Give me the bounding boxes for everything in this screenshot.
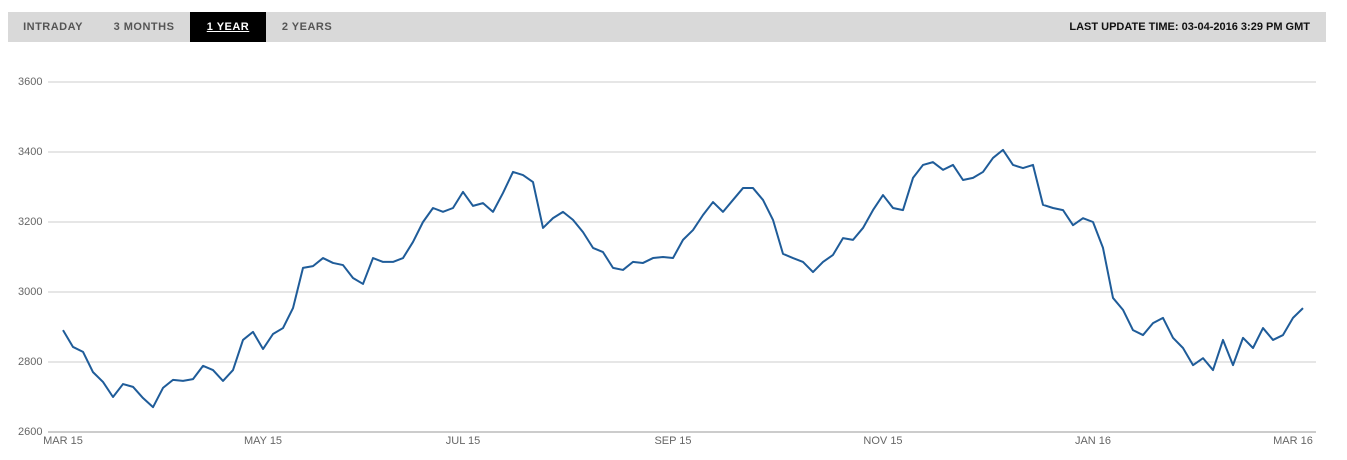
x-tick-label: SEP 15 [654,435,691,447]
last-update: LAST UPDATE TIME: 03-04-2016 3:29 PM GMT [1069,21,1310,33]
y-tick-label: 3400 [18,146,42,158]
x-tick-label: NOV 15 [863,435,902,447]
x-tick-label: JUL 15 [446,435,480,447]
x-tick-label: JAN 16 [1075,435,1111,447]
y-tick-label: 2600 [18,426,42,438]
y-tick-label: 3200 [18,216,42,228]
range-toolbar: INTRADAY 3 MONTHS 1 YEAR 2 YEARS LAST UP… [8,12,1326,42]
x-tick-label: MAY 15 [244,435,282,447]
y-tick-label: 2800 [18,356,42,368]
x-tick-label: MAR 15 [43,435,83,447]
tab[interactable]: 3 MONTHS [113,21,175,33]
tab-selected[interactable]: 1 YEAR [190,12,266,42]
price-line [62,148,1304,409]
y-tick-label: 3000 [18,286,42,298]
tab[interactable]: 2 YEARS [281,21,333,33]
y-tick-label: 3600 [18,76,42,88]
x-tick-label: MAR 16 [1273,435,1313,447]
tab[interactable]: INTRADAY [23,21,83,33]
